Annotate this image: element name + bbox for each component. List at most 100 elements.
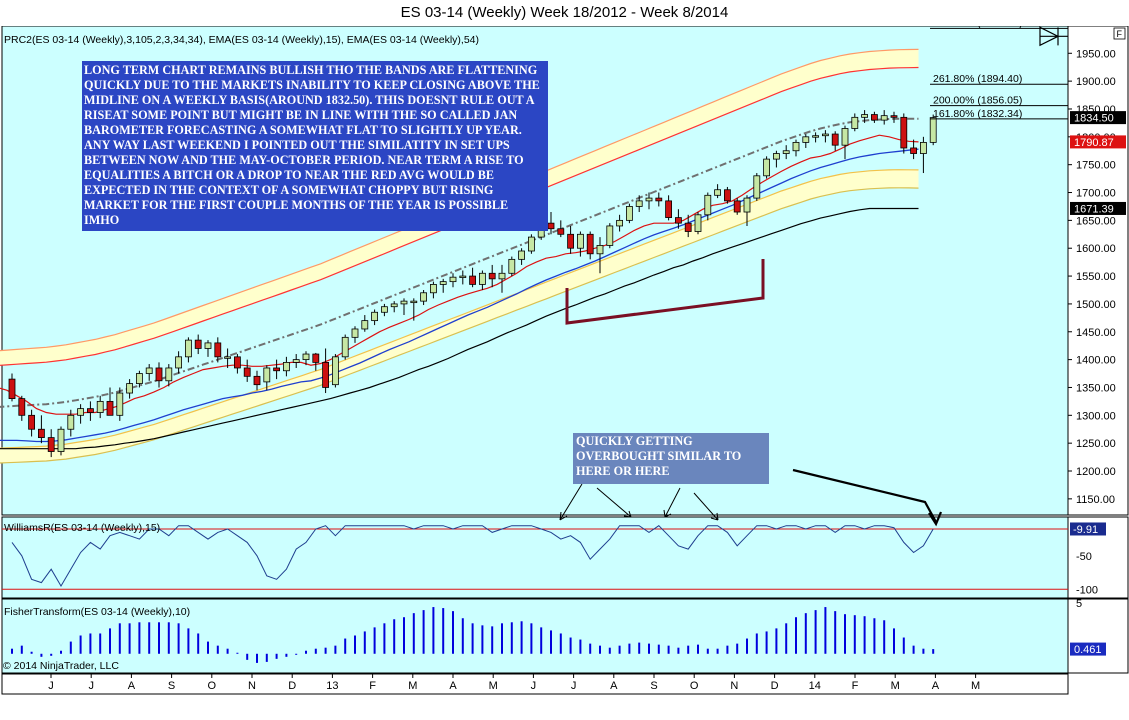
- fib-level-label: 423.60% (1994.82): [933, 26, 1022, 29]
- candle-up: [175, 356, 183, 369]
- ema-blue-line: [0, 148, 919, 443]
- candle-up: [263, 367, 271, 383]
- lower-inner-band-line: [0, 169, 919, 449]
- candle-down: [557, 228, 565, 235]
- candle-down: [243, 367, 251, 377]
- candle-down: [322, 362, 330, 388]
- candle-down: [890, 115, 898, 118]
- candle-down: [684, 222, 692, 232]
- x-axis-area: [1, 673, 1069, 695]
- fib-level-label: 261.80% (1894.40): [933, 73, 1022, 85]
- candle-up: [528, 236, 535, 252]
- band-midline: [0, 117, 919, 408]
- price-tick-label: 1900.00: [1076, 76, 1116, 88]
- candle-down: [547, 222, 555, 230]
- x-tick-label: N: [730, 680, 738, 692]
- overbought-arrow: [792, 468, 937, 523]
- price-tick-label: 1600.00: [1076, 243, 1116, 255]
- candle-down: [469, 275, 477, 285]
- panel-menu-icon: [1113, 27, 1126, 40]
- ema54-line: [0, 207, 919, 450]
- candle-up: [782, 150, 790, 154]
- x-tick-label: J: [48, 680, 54, 692]
- x-tick-label: M: [408, 680, 417, 692]
- candle-down: [900, 116, 908, 149]
- candle-up: [116, 392, 124, 416]
- x-tick-label: D: [771, 680, 779, 692]
- candle-up: [459, 275, 467, 278]
- williams-plot-area: [1, 516, 1069, 599]
- candle-down: [273, 367, 281, 372]
- price-marker-box: [1070, 201, 1126, 215]
- fisher-last-label: 0.461: [1074, 644, 1102, 656]
- price-marker-box: [1070, 135, 1126, 149]
- hand-drawn-markers: [559, 259, 943, 527]
- x-tick-label: S: [650, 680, 657, 692]
- price-axis-area: [1067, 26, 1129, 516]
- price-tick-label: 1350.00: [1076, 382, 1116, 394]
- candle-down: [47, 437, 55, 452]
- candle-up: [57, 428, 65, 452]
- fisher-indicator-label: FisherTransform(ES 03-14 (Weekly),10): [4, 606, 190, 618]
- copyright-label: © 2014 NinjaTrader, LLC: [3, 660, 119, 672]
- x-tick-label: A: [932, 680, 940, 692]
- candle-down: [665, 200, 672, 218]
- candle-up: [429, 284, 437, 294]
- x-tick-label: J: [531, 680, 537, 692]
- candle-down: [312, 353, 320, 363]
- x-tick-label: J: [88, 680, 94, 692]
- candle-up: [380, 306, 388, 313]
- candle-up: [861, 114, 868, 118]
- x-tick-label: S: [168, 680, 175, 692]
- williams-last-label: -9.91: [1073, 524, 1098, 536]
- candle-down: [724, 189, 731, 202]
- candle-up: [302, 353, 310, 361]
- candle-down: [233, 356, 241, 369]
- x-tick-label: M: [891, 680, 900, 692]
- price-tick-label: 1950.00: [1076, 48, 1116, 60]
- price-marker-label: 1834.50: [1074, 113, 1114, 125]
- candle-down: [8, 378, 16, 400]
- pointer-arrow: [596, 487, 632, 518]
- fisher-axis-area: [1067, 598, 1129, 674]
- candle-up: [841, 128, 849, 146]
- projection-flag-icon: [1039, 26, 1068, 47]
- price-marker-box: [1070, 111, 1126, 125]
- candle-up: [96, 400, 104, 413]
- candle-up: [420, 292, 428, 302]
- candle-up: [145, 367, 153, 374]
- candle-up: [165, 367, 173, 382]
- candle-up: [400, 300, 408, 305]
- price-marker-label: 1671.39: [1074, 203, 1114, 215]
- candle-up: [753, 175, 761, 199]
- fib-level-label: 161.80% (1832.34): [933, 108, 1022, 120]
- candle-down: [38, 428, 45, 438]
- candle-up: [184, 339, 192, 358]
- chart-title: ES 03-14 (Weekly) Week 18/2012 - Week 8/…: [400, 4, 729, 21]
- candle-down: [28, 414, 36, 430]
- price-tick-label: 1650.00: [1076, 215, 1116, 227]
- price-tick-label: 1400.00: [1076, 355, 1116, 367]
- candle-up: [361, 320, 369, 330]
- williams-indicator-label: WilliamsR(ES 03-14 (Weekly),15): [4, 522, 160, 534]
- price-indicator-label: PRC2(ES 03-14 (Weekly),3,105,2,3,34,34),…: [4, 34, 479, 46]
- candle-up: [518, 250, 525, 260]
- candle-down: [655, 197, 663, 202]
- price-tick-label: 1500.00: [1076, 299, 1116, 311]
- pointer-arrow: [559, 483, 583, 521]
- candle-up: [478, 272, 486, 285]
- candle-up: [596, 245, 604, 255]
- fisher-last-box: [1070, 642, 1106, 656]
- candle-up: [135, 373, 143, 384]
- x-tick-label: F: [369, 680, 376, 692]
- x-tick-label: O: [690, 680, 699, 692]
- candle-up: [822, 133, 829, 137]
- overbought-arrowhead: [928, 511, 943, 527]
- candle-up: [439, 281, 447, 285]
- x-tick-label: A: [128, 680, 136, 692]
- candle-up: [331, 356, 339, 386]
- fisher-panel: 5 0.461 FisherTransform(ES 03-14 (Weekly),…: [1, 598, 1129, 674]
- x-tick-label: M: [971, 680, 980, 692]
- bracket-marker: [565, 259, 765, 325]
- candle-down: [675, 217, 682, 224]
